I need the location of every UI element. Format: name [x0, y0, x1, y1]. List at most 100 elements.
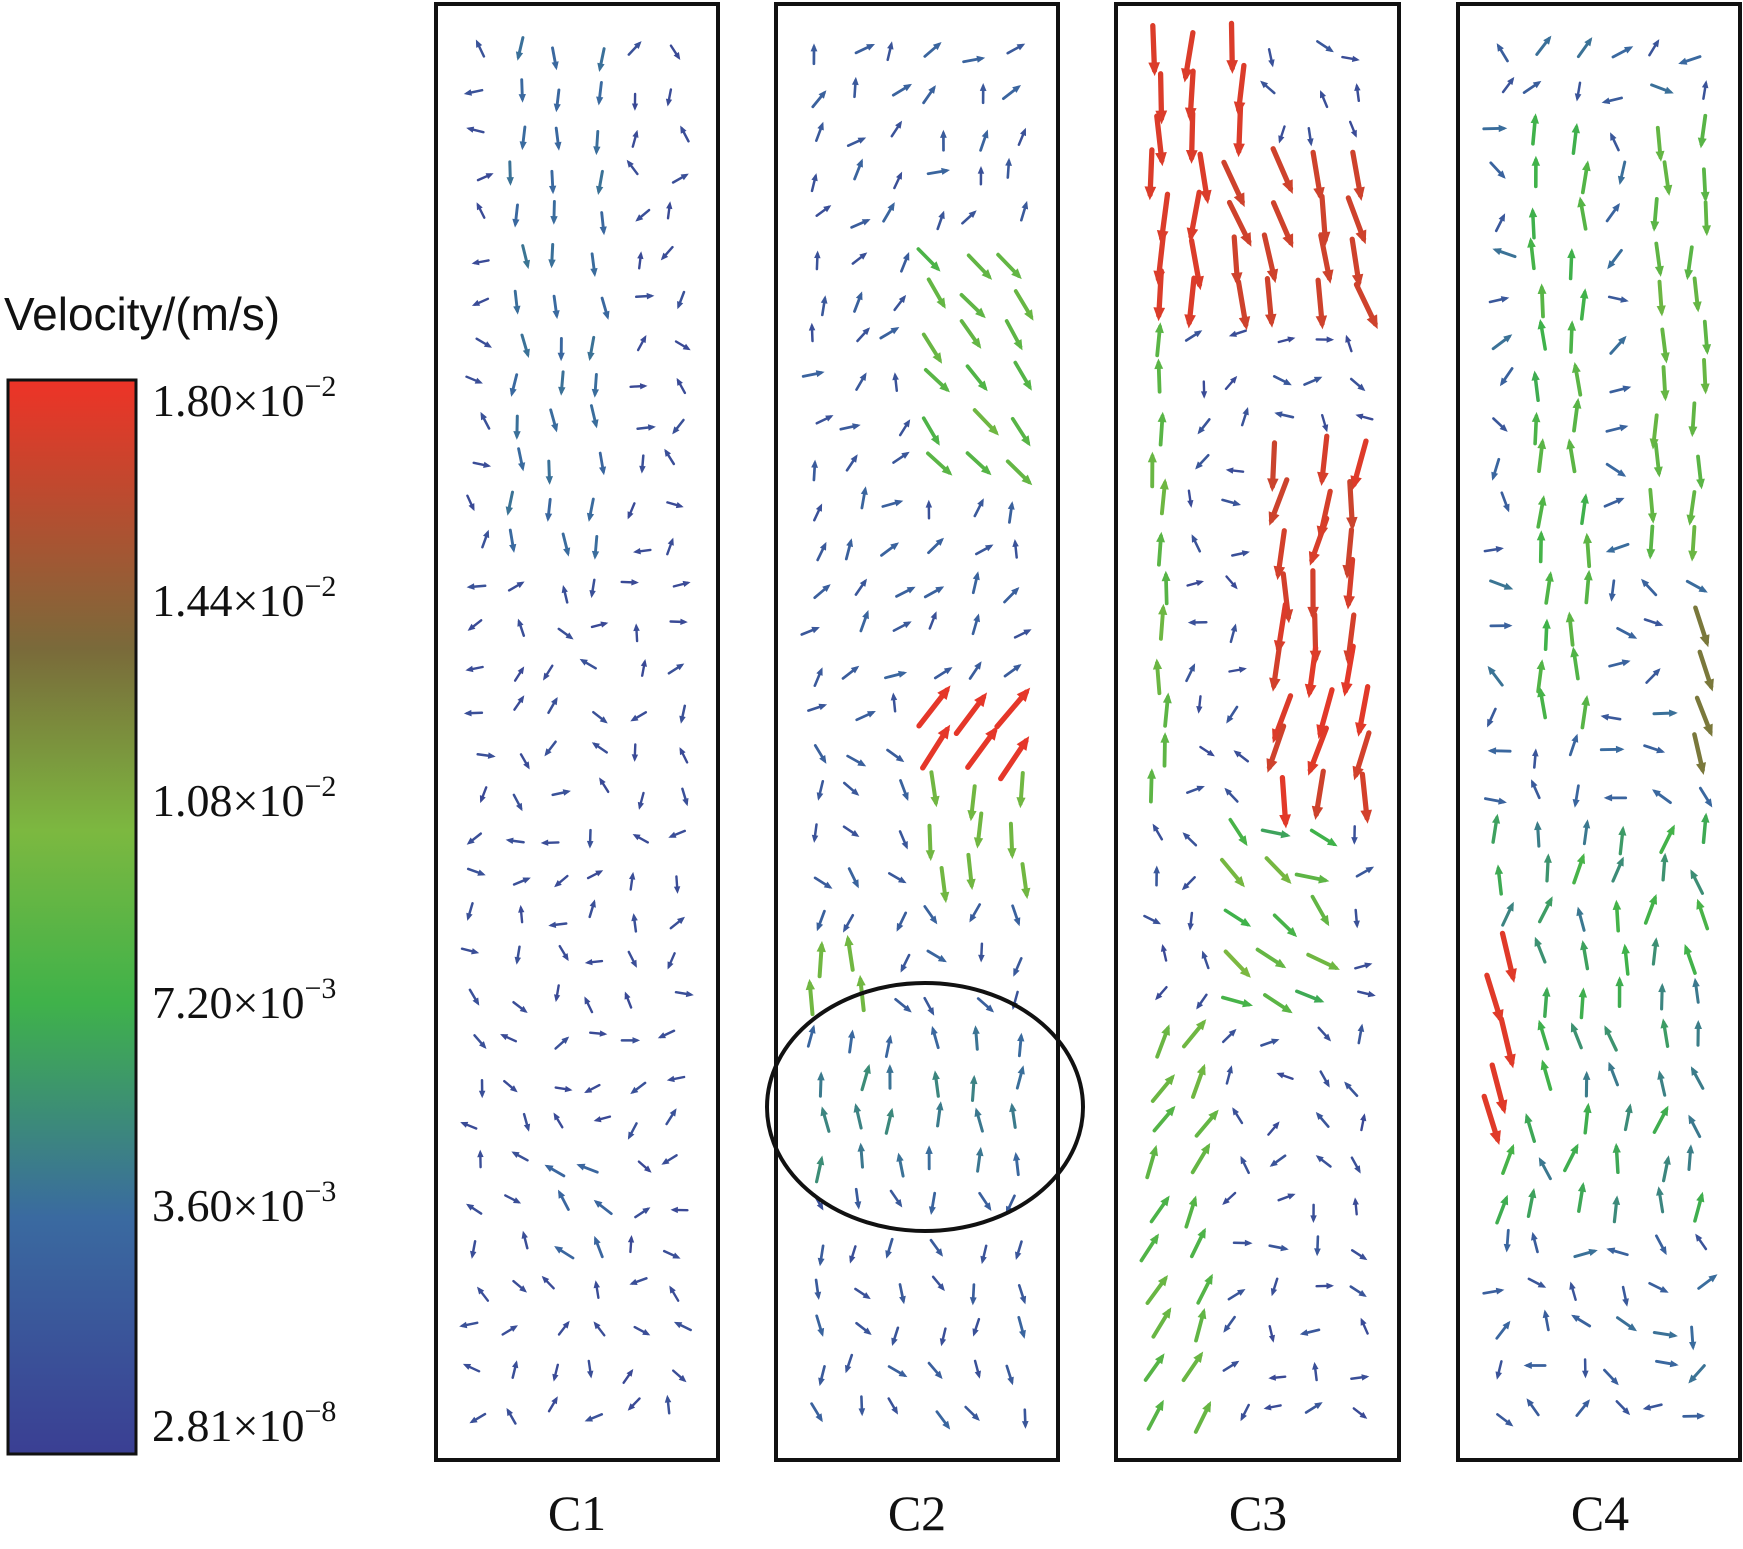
arrow-head: [629, 1278, 638, 1285]
arrow-head: [972, 1025, 980, 1035]
arrow-head: [1260, 80, 1269, 89]
arrow-head: [817, 121, 824, 131]
colorbar-tick-labels: 1.80×10−2 1.44×10−2 1.08×10−2 7.20×10−3 3.60…: [152, 370, 336, 1451]
arrow-head: [682, 798, 689, 807]
arrow-head: [1624, 46, 1634, 54]
arrow-head: [517, 695, 525, 704]
arrow-head: [599, 716, 608, 724]
arrow-head: [854, 1201, 862, 1210]
arrow-head: [1659, 1246, 1667, 1256]
arrow-head: [513, 1197, 522, 1204]
arrow-head: [818, 1377, 825, 1387]
arrow-head: [1583, 532, 1592, 544]
arrow-head: [1567, 320, 1577, 331]
arrow-head: [682, 343, 691, 351]
arrow-head: [1523, 1361, 1532, 1369]
arrow-head: [1155, 1353, 1165, 1365]
arrow-head: [1350, 129, 1357, 138]
arrow-head: [896, 1152, 904, 1162]
arrow-head: [487, 752, 496, 759]
arrow-head: [1605, 545, 1616, 553]
arrow-head: [1361, 1374, 1370, 1381]
arrow-head: [1604, 1025, 1613, 1036]
arrow-head: [599, 1030, 608, 1037]
arrow-head: [591, 388, 599, 398]
arrow-head: [1495, 1099, 1508, 1115]
arrow-head: [1016, 797, 1026, 809]
arrow-head: [1617, 175, 1626, 185]
arrow-head: [1571, 123, 1580, 134]
arrow-head: [1534, 821, 1542, 831]
arrow-head: [1696, 1191, 1705, 1203]
arrow-head: [472, 997, 480, 1006]
panel-frame: [1114, 2, 1401, 1462]
arrow-head: [1287, 1193, 1296, 1200]
arrow-head: [902, 792, 909, 801]
arrow-head: [1352, 1197, 1359, 1205]
arrow-head: [1702, 344, 1712, 355]
arrow-head: [1238, 316, 1251, 331]
panel-label: C3: [1229, 1485, 1287, 1541]
arrow-head: [626, 1368, 634, 1377]
arrow-head: [1182, 832, 1191, 840]
arrow-head: [885, 1250, 892, 1259]
arrow-head: [816, 792, 824, 801]
arrow-head: [1688, 1374, 1697, 1384]
arrow-head: [642, 1207, 651, 1215]
arrow-head: [647, 424, 656, 431]
arrow-head: [852, 423, 861, 430]
panel-c1: C1: [434, 2, 720, 1541]
arrow-head: [676, 663, 685, 671]
arrow-head: [823, 205, 832, 213]
arrow-head: [1660, 1018, 1669, 1029]
arrow-head: [930, 795, 940, 808]
arrow-head: [1537, 686, 1546, 698]
arrow-head: [899, 1295, 906, 1305]
arrow-head: [1323, 1079, 1330, 1088]
arrow-head: [1314, 1402, 1323, 1410]
arrow-head: [1011, 268, 1022, 280]
arrow-head: [1678, 57, 1688, 65]
arrow-head: [630, 1086, 639, 1095]
arrow-head: [902, 252, 910, 261]
arrow-head: [974, 661, 982, 670]
arrow-head: [1528, 1188, 1537, 1199]
arrow-head: [670, 1206, 678, 1214]
arrow-head: [1618, 335, 1627, 345]
arrow-head: [1351, 55, 1360, 62]
arrow-head: [1570, 1022, 1579, 1033]
arrow-head: [1313, 376, 1323, 384]
arrow-head: [1499, 377, 1508, 387]
arrow-head: [856, 158, 863, 168]
arrow-head: [586, 512, 595, 522]
arrow-head: [1545, 571, 1554, 582]
arrow-head: [895, 1199, 903, 1208]
arrow-head: [1612, 1142, 1621, 1153]
arrow-head: [1222, 1197, 1230, 1205]
panel-frame: [434, 2, 720, 1462]
arrow-head: [928, 1206, 936, 1215]
arrow-head: [1572, 799, 1580, 808]
arrow-head: [1359, 1411, 1368, 1419]
arrow-head: [1540, 1059, 1549, 1071]
arrow-head: [983, 1202, 992, 1211]
arrow-head: [1492, 813, 1501, 824]
arrow-head: [1193, 330, 1203, 338]
arrow-head: [1315, 1111, 1324, 1120]
arrow-head: [1161, 1307, 1172, 1319]
arrow-head: [509, 387, 517, 397]
arrow-head: [500, 1034, 509, 1041]
arrow-head: [890, 692, 898, 701]
arrow-head: [1230, 623, 1238, 632]
arrow-head: [896, 922, 904, 932]
arrow-head: [1204, 1273, 1213, 1285]
arrow-head: [1503, 1243, 1511, 1253]
arrow-head: [1542, 618, 1551, 629]
arrow-head: [1495, 546, 1504, 553]
arrow-head: [1263, 1404, 1272, 1411]
arrow-head: [1358, 1290, 1367, 1297]
arrow-head: [1538, 1157, 1547, 1167]
arrow-head: [932, 352, 943, 364]
arrow-head: [463, 89, 472, 96]
arrow-head: [861, 219, 871, 226]
